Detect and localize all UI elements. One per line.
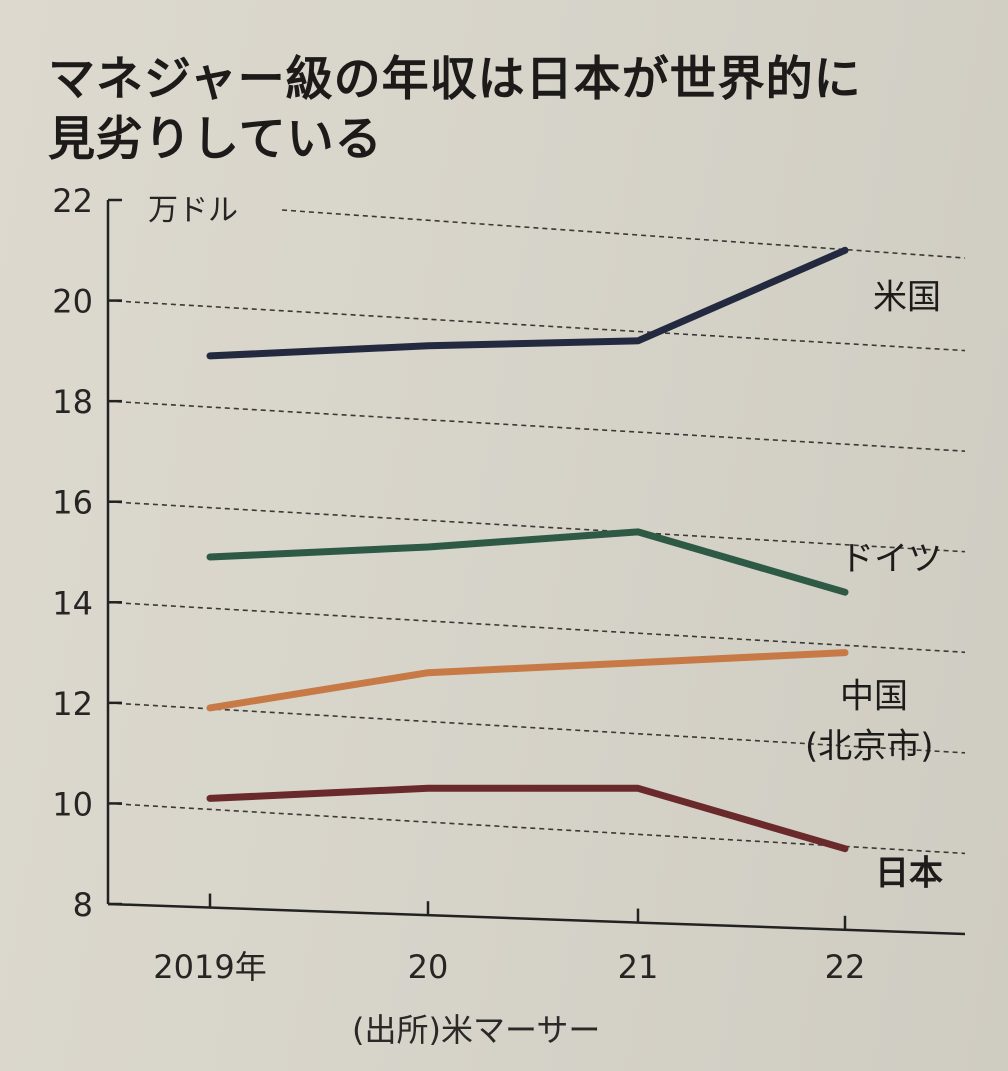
- chart-title-line-2: 見劣りしている: [48, 112, 383, 167]
- series-label-line2: (北京市): [805, 727, 934, 767]
- x-axis: [107, 902, 966, 936]
- series-line: [206, 246, 849, 360]
- gridline: [281, 209, 966, 259]
- gridline: [107, 500, 966, 553]
- series-line: [206, 784, 849, 853]
- gridline: [107, 299, 966, 352]
- gridline: [107, 702, 966, 754]
- gridline: [107, 400, 966, 452]
- y-tick-label: 18: [52, 383, 93, 421]
- y-tick-label: 8: [73, 886, 93, 924]
- y-tick-label: 22: [52, 182, 93, 220]
- x-tick-label: 22: [825, 948, 866, 986]
- series-label: 中国: [840, 677, 908, 717]
- gridline: [107, 601, 966, 654]
- source-note: (出所)米マーサー: [352, 1011, 601, 1049]
- axes: 8 10 12 14 16 18 20 22 万ドル 2019年 20 21 22: [52, 182, 966, 986]
- y-tick-label: 14: [52, 584, 93, 622]
- x-tick-label: 21: [618, 948, 659, 986]
- series-line: [206, 649, 849, 712]
- chart-title-line-1: マネジャー級の年収は日本が世界的に: [48, 52, 862, 107]
- y-tick-label: 12: [52, 685, 93, 723]
- x-tick-label: 20: [408, 948, 449, 986]
- unit-label: 万ドル: [148, 193, 238, 228]
- series-line: [206, 528, 849, 596]
- y-tick-label: 20: [52, 283, 93, 321]
- series-label: 米国: [873, 277, 941, 317]
- series-label: 日本: [875, 854, 943, 894]
- x-tick-label: 2019年: [153, 948, 266, 986]
- y-tick-label: 16: [52, 484, 93, 522]
- series-label: ドイツ: [840, 539, 942, 579]
- series-lines: [206, 246, 849, 853]
- y-tick-label: 10: [52, 785, 93, 823]
